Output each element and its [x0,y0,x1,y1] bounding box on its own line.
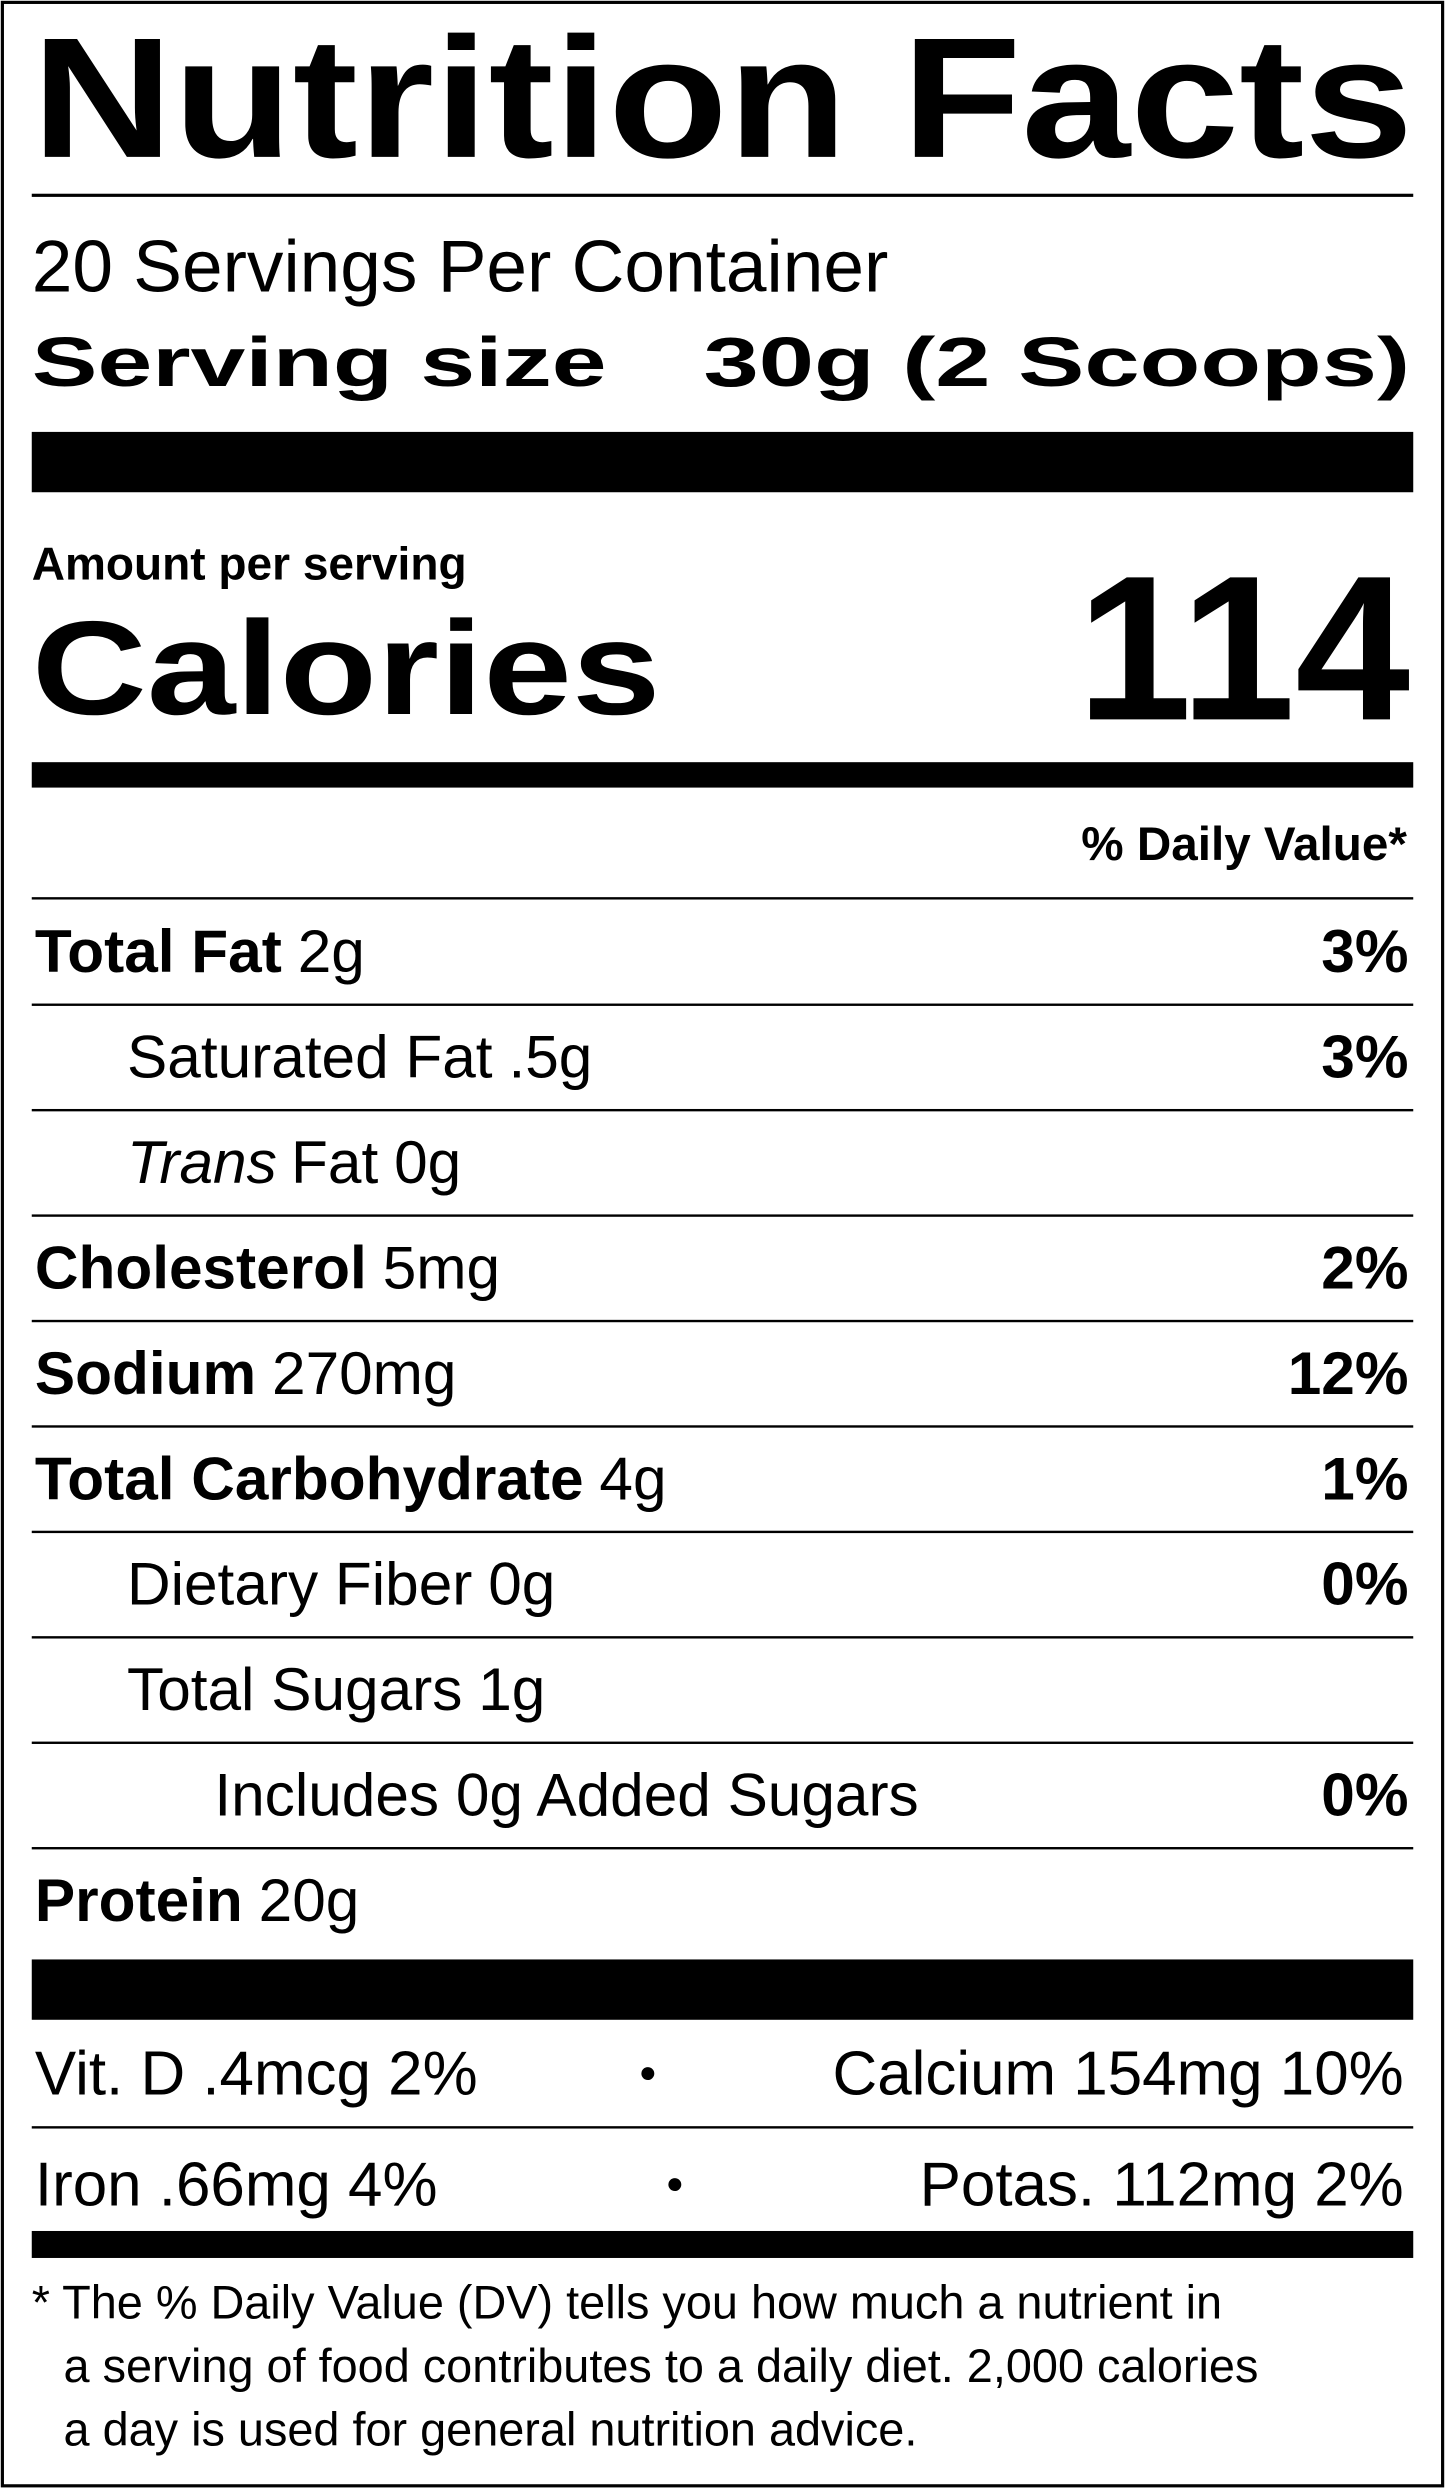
nutrient-row: Dietary Fiber 0g [127,1550,555,1618]
nutrient-amount: 5mg [383,1233,500,1301]
nutrient-amount: 0g [488,1550,555,1618]
nutrient-dv: 3% [1321,1023,1408,1091]
footnote-line: * The % Daily Value (DV) tells you how m… [32,2276,1222,2328]
nutrient-row: Cholesterol 5mg [35,1233,500,1301]
nutrient-amount: 20g [259,1866,360,1934]
nutrient-amount: 2g [298,917,365,985]
thick-bar [31,1959,1414,2020]
serving-size-value: 30g (2 Scoops) [703,323,1410,401]
nutrient-row: Total Sugars 1g [127,1655,545,1723]
rule [31,1425,1414,1428]
footnote-line: a serving of food contributes to a daily… [64,2340,1259,2392]
nutrient-dv: 1% [1321,1444,1408,1512]
rule [31,2126,1414,2129]
calories-value: 114 [1077,532,1410,763]
nutrient-row: Total Fat 2g [35,917,365,985]
title: Nutrition Facts [32,3,1413,194]
nutrient-name: Includes 0g Added Sugars [214,1761,918,1829]
nutrient-name: Cholesterol [35,1233,367,1301]
rule [31,1108,1414,1112]
servings: 20 Servings Per Container [32,226,889,307]
medium-bar [31,2230,1414,2258]
nutrient-row: Sodium 270mg [35,1339,457,1407]
vitamin-left: Iron .66mg 4% [35,2150,438,2219]
amount-per-serving: Amount per serving [32,538,467,590]
nutrient-name: Total Fat [35,917,282,985]
medium-bar [31,762,1414,788]
rule [31,1214,1414,1217]
nutrient-name: Protein [35,1866,243,1934]
rule [31,1847,1414,1850]
rule [31,1741,1414,1744]
vitamin-right: Potas. 112mg 2% [920,2150,1404,2219]
rule [31,193,1414,197]
nutrient-name: Dietary Fiber [127,1550,472,1618]
nutrient-dv: 0% [1321,1550,1408,1618]
nutrient-amount: 1g [478,1655,545,1723]
rule [31,1319,1414,1323]
dv-header: % Daily Value* [1081,818,1407,871]
nutrient-amount: 4g [599,1444,666,1512]
nutrient-name: Fat [291,1128,378,1196]
nutrient-row: Includes 0g Added Sugars [214,1761,918,1829]
nutrient-name: Total Carbohydrate [35,1444,584,1512]
vitamin-separator: • [667,2158,684,2211]
nutrient-row: Protein 20g [35,1866,359,1934]
nutrient-row: Saturated Fat .5g [127,1023,592,1091]
nutrient-dv: 0% [1321,1761,1408,1829]
vitamin-left: Vit. D .4mcg 2% [35,2039,478,2108]
nutrient-dv: 3% [1321,917,1408,985]
nutrient-amount: 270mg [272,1339,456,1407]
rule [31,1530,1414,1534]
nutrient-name: Sodium [35,1339,256,1407]
thick-bar [31,431,1414,493]
nutrient-amount: .5g [508,1023,592,1091]
nutrient-dv: 12% [1288,1339,1409,1407]
nutrient-name: Saturated Fat [127,1023,493,1091]
nutrient-row: Total Carbohydrate 4g [35,1444,667,1512]
vitamin-separator: • [640,2047,657,2100]
nutrient-amount: 0g [394,1128,461,1196]
rule [31,1003,1414,1006]
nutrient-row: Trans Fat 0g [127,1128,461,1196]
rule [31,1636,1414,1639]
nutrient-dv: 2% [1321,1233,1408,1301]
serving-size-label: Serving size [32,323,607,401]
calories-label: Calories [32,594,661,743]
footnote-line: a day is used for general nutrition advi… [64,2403,918,2455]
vitamin-right: Calcium 154mg 10% [833,2039,1404,2108]
nutrient-prefix: Trans [127,1128,277,1196]
rule [31,897,1414,900]
nutrient-name: Total Sugars [127,1655,462,1723]
